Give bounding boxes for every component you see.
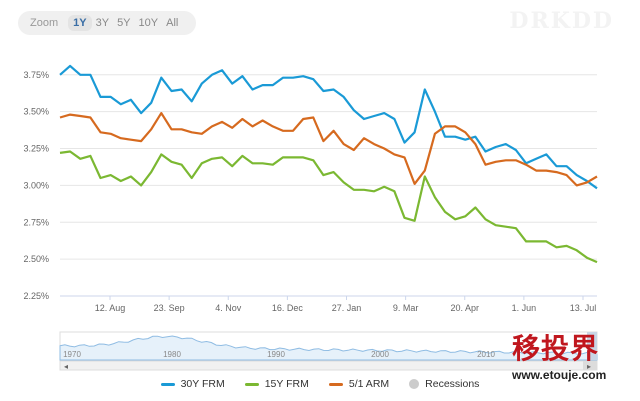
brand-url: www.etouje.com xyxy=(512,368,607,382)
x-tick-label: 9. Mar xyxy=(393,303,419,313)
legend-item-15y-frm[interactable]: 15Y FRM xyxy=(244,378,309,390)
legend: 30Y FRM 15Y FRM 5/1 ARM Recessions xyxy=(0,378,640,390)
zoom-10y-button[interactable]: 10Y xyxy=(138,17,159,29)
navigator-year-label: 1980 xyxy=(163,350,181,359)
navigator-year-label: 1970 xyxy=(63,350,81,359)
series-line-30y-frm[interactable] xyxy=(59,64,598,190)
x-tick-label: 12. Aug xyxy=(95,303,126,313)
scrollbar-thumb[interactable] xyxy=(583,361,597,370)
x-tick-label: 16. Dec xyxy=(272,303,304,313)
series-line-15y-frm[interactable] xyxy=(59,150,598,264)
navigator-selection[interactable] xyxy=(587,332,597,360)
scroll-left-arrow[interactable]: ◂ xyxy=(64,362,68,371)
brand-chinese-name: 移投界 xyxy=(512,332,600,365)
y-tick-label: 3.25% xyxy=(23,144,49,154)
x-tick-label: 20. Apr xyxy=(450,303,479,313)
legend-label-15y-frm: 15Y FRM xyxy=(264,378,309,390)
zoom-label: Zoom xyxy=(30,17,59,29)
x-tick-label: 23. Sep xyxy=(154,303,185,313)
legend-swatch-30y-frm xyxy=(160,382,175,386)
legend-swatch-15y-frm xyxy=(244,382,259,386)
zoom-all-button[interactable]: All xyxy=(166,17,179,29)
mortgage-rate-chart: 3.75% 3.50% 3.25% 3.00% 2.75% 2.50% 2.25% 12. … xyxy=(23,64,598,371)
navigator-year-label: 2000 xyxy=(371,350,389,359)
series-line-5-1-arm[interactable] xyxy=(59,111,598,187)
brand-watermark: 移投界 www.etouje.com xyxy=(512,332,630,383)
y-tick-label: 2.25% xyxy=(23,291,49,301)
legend-label-30y-frm: 30Y FRM xyxy=(180,378,225,390)
legend-item-30y-frm[interactable]: 30Y FRM xyxy=(160,378,225,390)
x-tick-label: 1. Jun xyxy=(512,303,537,313)
legend-swatch-5-1-arm xyxy=(328,382,343,386)
y-tick-label: 3.00% xyxy=(23,180,49,190)
navigator-year-label: 2010 xyxy=(477,350,495,359)
legend-swatch-recessions xyxy=(409,379,420,389)
y-tick-label: 2.75% xyxy=(23,217,49,227)
navigator[interactable]: 1970 1980 1990 2000 2010 ◂ ▸ xyxy=(59,331,598,371)
legend-item-5-1-arm[interactable]: 5/1 ARM xyxy=(328,378,390,390)
watermark-logo: DRKDD xyxy=(509,8,614,34)
zoom-3y-button[interactable]: 3Y xyxy=(95,17,110,29)
zoom-bar: Zoom 1Y 3Y 5Y 10Y All xyxy=(18,11,196,35)
legend-label-recessions: Recessions xyxy=(425,378,480,390)
x-tick-label: 27. Jan xyxy=(332,303,362,313)
zoom-1y-button[interactable]: 1Y xyxy=(68,15,92,31)
x-tick-label: 4. Nov xyxy=(215,303,242,313)
y-tick-label: 2.50% xyxy=(23,254,49,264)
legend-item-recessions[interactable]: Recessions xyxy=(409,378,479,390)
legend-label-5-1-arm: 5/1 ARM xyxy=(348,378,390,390)
y-tick-label: 3.75% xyxy=(23,70,49,80)
y-tick-label: 3.50% xyxy=(23,107,49,117)
navigator-year-label: 1990 xyxy=(267,350,285,359)
x-tick-label: 13. Jul xyxy=(570,303,597,313)
navigator-series xyxy=(59,335,598,361)
scroll-right-arrow[interactable]: ▸ xyxy=(587,362,591,371)
zoom-5y-button[interactable]: 5Y xyxy=(117,17,131,29)
